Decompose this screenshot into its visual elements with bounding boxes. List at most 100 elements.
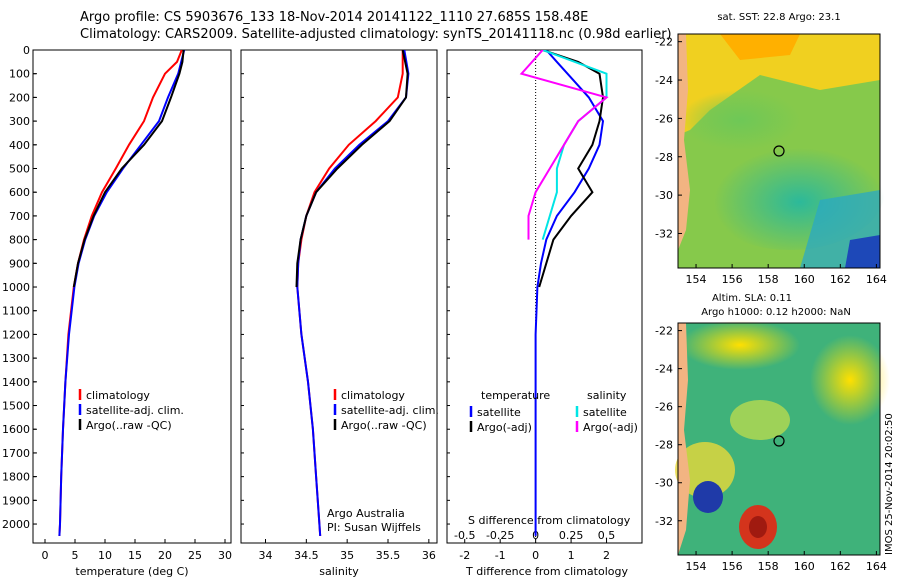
temperature-xlabel: temperature (deg C) bbox=[75, 565, 188, 578]
sla-high-eddy-core bbox=[749, 516, 767, 538]
map-y-tick-label: -30 bbox=[655, 189, 673, 202]
series-line bbox=[519, 50, 609, 240]
temperature-panel-frame bbox=[32, 49, 232, 544]
legend-entry: Argo(-adj) bbox=[477, 421, 532, 434]
climatology-subtitle: Climatology: CARS2009. Satellite-adjuste… bbox=[80, 27, 672, 42]
map-x-tick-label: 160 bbox=[794, 273, 815, 286]
map-x-tick-label: 164 bbox=[866, 273, 887, 286]
depth-tick-label: 400 bbox=[9, 139, 30, 152]
x-tick-label: 36 bbox=[422, 549, 436, 562]
x-tick-label: 20 bbox=[158, 549, 172, 562]
series-line bbox=[58, 50, 186, 536]
series-line bbox=[538, 50, 605, 288]
depth-tick-label: 800 bbox=[9, 234, 30, 247]
x-tick-label: 25 bbox=[188, 549, 202, 562]
sla-high-west bbox=[675, 442, 735, 498]
x-tick-label: -2 bbox=[459, 549, 470, 562]
depth-tick-label: 1000 bbox=[2, 281, 30, 294]
sla-high-east bbox=[810, 335, 890, 425]
map-x-tick-label: 162 bbox=[830, 273, 851, 286]
sla-low-eddy bbox=[693, 481, 723, 513]
salinity-xlabel: salinity bbox=[319, 565, 359, 578]
sla-map-frame bbox=[677, 322, 881, 556]
sla-map bbox=[675, 320, 890, 556]
map-y-tick-label: -22 bbox=[655, 325, 673, 338]
depth-tick-label: 700 bbox=[9, 210, 30, 223]
legend-entry: satellite bbox=[477, 406, 521, 419]
x-tick-label: 0 bbox=[42, 549, 49, 562]
sla-mid bbox=[730, 400, 790, 440]
salinity-diff-tick-label: -0.5 bbox=[454, 529, 475, 542]
sla-map-title: Altim. SLA: 0.11 bbox=[712, 293, 792, 304]
series-line bbox=[534, 50, 605, 536]
x-tick-label: -1 bbox=[495, 549, 506, 562]
depth-tick-label: 600 bbox=[9, 186, 30, 199]
map-x-tick-label: 156 bbox=[722, 273, 743, 286]
pi-label: PI: Susan Wijffels bbox=[327, 521, 421, 534]
series-line bbox=[295, 50, 409, 288]
sla-map-subtitle: Argo h1000: 0.12 h2000: NaN bbox=[701, 307, 851, 318]
axes-layer: 0100200300400500600700800900100011001200… bbox=[2, 44, 615, 562]
profile-lines-layer bbox=[58, 50, 609, 543]
x-tick-label: 0 bbox=[532, 549, 539, 562]
x-tick-label: 10 bbox=[98, 549, 112, 562]
depth-tick-label: 1900 bbox=[2, 494, 30, 507]
sst-map-frame bbox=[677, 33, 881, 269]
x-tick-label: 35 bbox=[340, 549, 354, 562]
depth-tick-label: 1100 bbox=[2, 305, 30, 318]
legends-layer: climatology satellite-adj. clim. Argo(..ra… bbox=[78, 389, 638, 434]
x-tick-label: 2 bbox=[603, 549, 610, 562]
depth-tick-label: 1700 bbox=[2, 447, 30, 460]
map-x-tick-label: 160 bbox=[794, 560, 815, 573]
x-tick-label: 30 bbox=[218, 549, 232, 562]
sst-mid-region bbox=[680, 90, 800, 150]
depth-tick-label: 1600 bbox=[2, 423, 30, 436]
s-diff-axis-title: S difference from climatology bbox=[468, 514, 631, 527]
map-x-tick-label: 164 bbox=[866, 560, 887, 573]
x-tick-label: 35.5 bbox=[376, 549, 401, 562]
sst-map bbox=[677, 33, 885, 269]
depth-tick-label: 1300 bbox=[2, 352, 30, 365]
series-line bbox=[72, 50, 185, 288]
series-line bbox=[296, 50, 410, 536]
sst-coastline bbox=[678, 34, 690, 250]
x-tick-label: 34 bbox=[259, 549, 273, 562]
profile-title: Argo profile: CS 5903676_133 18-Nov-2014… bbox=[80, 10, 589, 25]
salinity-diff-tick-label: 0.5 bbox=[598, 529, 616, 542]
map-x-tick-label: 158 bbox=[758, 273, 779, 286]
map-x-tick-label: 158 bbox=[758, 560, 779, 573]
sla-high-north bbox=[680, 320, 800, 370]
sst-map-ticks: 154 156 158 160 162 164 -22 -24 -26 -28 -30 -32 bbox=[655, 36, 887, 286]
map-y-tick-label: -30 bbox=[655, 477, 673, 490]
imos-timestamp: IMOS 25-Nov-2014 20:02:50 bbox=[884, 413, 895, 555]
legend-entry: satellite bbox=[583, 406, 627, 419]
sst-map-title: sat. SST: 22.8 Argo: 23.1 bbox=[717, 12, 840, 23]
legend-entry: Argo(..raw -QC) bbox=[86, 419, 172, 432]
legend-entry: climatology bbox=[341, 389, 405, 402]
legend-entry: Argo(-adj) bbox=[583, 421, 638, 434]
map-x-tick-label: 154 bbox=[686, 560, 707, 573]
x-tick-label: 5 bbox=[72, 549, 79, 562]
panel-series-group bbox=[295, 50, 410, 536]
depth-tick-label: 100 bbox=[9, 68, 30, 81]
depth-tick-label: 2000 bbox=[2, 518, 30, 531]
argo-australia-label: Argo Australia bbox=[327, 507, 405, 520]
sla-map-ticks: 154 156 158 160 162 164 -22 -24 -26 -28 -30 -32 bbox=[655, 325, 887, 573]
map-y-tick-label: -28 bbox=[655, 151, 673, 164]
depth-tick-label: 0 bbox=[23, 44, 30, 57]
depth-tick-label: 900 bbox=[9, 257, 30, 270]
sla-argo-marker bbox=[773, 435, 785, 447]
x-tick-label: 34.5 bbox=[294, 549, 319, 562]
panel-series-group bbox=[519, 50, 609, 543]
depth-tick-label: 500 bbox=[9, 163, 30, 176]
map-x-tick-label: 154 bbox=[686, 273, 707, 286]
x-tick-label: 15 bbox=[128, 549, 142, 562]
map-y-tick-label: -32 bbox=[655, 515, 673, 528]
sst-coldest-region bbox=[845, 235, 880, 268]
salinity-panel-frame bbox=[240, 49, 438, 544]
sst-argo-marker bbox=[773, 145, 785, 157]
x-tick-label: 1 bbox=[568, 549, 575, 562]
legend-group-heading: salinity bbox=[587, 389, 627, 402]
panel-series-group bbox=[58, 50, 186, 536]
